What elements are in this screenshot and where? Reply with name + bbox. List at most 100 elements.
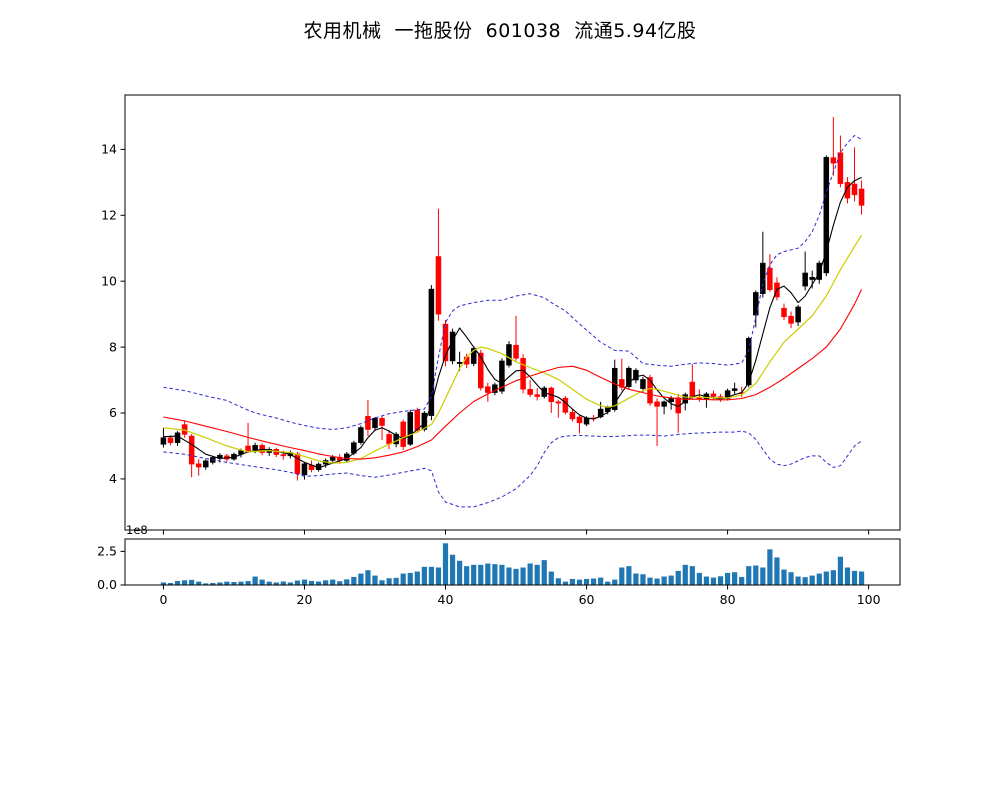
volume-bar xyxy=(647,577,653,585)
candle-body xyxy=(421,412,428,430)
candle-body xyxy=(654,401,660,407)
volume-bar xyxy=(781,569,787,585)
candle-body xyxy=(640,379,646,389)
candle-body xyxy=(788,315,794,324)
candle-body xyxy=(844,182,851,199)
candle-body xyxy=(816,262,823,280)
volume-bar xyxy=(393,577,399,585)
price-tick-label: 12 xyxy=(101,207,117,222)
volume-bar xyxy=(386,578,392,585)
volume-bar xyxy=(633,573,639,585)
volume-bar xyxy=(541,560,547,585)
candle-body xyxy=(252,445,258,451)
candle-body xyxy=(372,418,378,429)
candle-body xyxy=(520,358,526,390)
candle-body xyxy=(294,453,301,474)
volume-bar xyxy=(273,582,279,585)
candle-body xyxy=(492,384,498,393)
volume-bar xyxy=(400,573,406,585)
volume-bar xyxy=(323,580,329,585)
volume-bar xyxy=(788,572,794,585)
volume-bar xyxy=(471,564,477,585)
ma-mid-line xyxy=(163,234,863,464)
x-tick-label: 20 xyxy=(297,592,313,607)
volume-bar xyxy=(358,573,364,585)
volume-bar xyxy=(442,543,449,585)
volume-bar xyxy=(774,557,780,585)
volume-bar xyxy=(428,566,434,585)
volume-bar xyxy=(703,576,710,585)
candle-body xyxy=(513,344,519,359)
candle-body xyxy=(689,381,696,398)
x-tick-label: 60 xyxy=(579,592,595,607)
volume-bar xyxy=(675,570,681,585)
volume-bar xyxy=(555,578,561,585)
volume-bar xyxy=(231,582,237,585)
volume-bar xyxy=(562,581,568,585)
volume-bar xyxy=(167,582,174,585)
volume-bar xyxy=(280,581,286,585)
volume-bar xyxy=(795,576,801,585)
candle-body xyxy=(499,360,505,392)
candle-body xyxy=(562,397,569,413)
ma-fast-line xyxy=(163,176,862,469)
candle-body xyxy=(753,292,759,316)
candle-body xyxy=(188,435,195,465)
volume-bar xyxy=(753,565,759,585)
candle-body xyxy=(470,348,477,364)
volume-bar xyxy=(259,579,265,585)
volume-bar xyxy=(478,564,484,585)
volume-bar xyxy=(506,567,512,585)
volume-bar xyxy=(365,570,371,585)
candle-body xyxy=(386,434,392,445)
candle-body xyxy=(626,367,632,387)
candle-body xyxy=(478,352,484,389)
volume-scale-offset-label: 1e8 xyxy=(126,523,148,537)
candle-body xyxy=(167,437,174,443)
candle-body xyxy=(442,323,449,362)
x-tick-label: 0 xyxy=(159,592,167,607)
price-tick-label: 8 xyxy=(109,339,117,354)
volume-bar xyxy=(626,566,632,585)
volume-bar xyxy=(640,574,646,585)
x-tick-label: 40 xyxy=(438,592,454,607)
volume-bar xyxy=(682,564,688,585)
volume-bars-layer xyxy=(160,543,865,585)
volume-bar xyxy=(457,560,463,585)
x-tick-label: 80 xyxy=(720,592,736,607)
volume-bar xyxy=(315,581,322,585)
candle-body xyxy=(731,388,738,391)
volume-bar xyxy=(203,583,209,585)
volume-bar xyxy=(181,580,188,585)
volume-bar xyxy=(308,580,315,585)
candle-body xyxy=(795,306,801,323)
candle-body xyxy=(379,418,385,426)
volume-bar xyxy=(732,572,738,585)
candle-body xyxy=(506,344,512,366)
volume-bar xyxy=(760,567,766,585)
volume-bar xyxy=(689,566,695,585)
candle-body xyxy=(435,256,442,315)
volume-bar xyxy=(591,578,597,585)
volume-bar xyxy=(816,573,822,585)
volume-bar xyxy=(746,566,752,585)
candlesticks-layer xyxy=(160,117,865,481)
volume-bar xyxy=(266,581,272,585)
volume-bar xyxy=(598,577,604,585)
volume-bar xyxy=(252,576,258,585)
volume-bar xyxy=(830,570,836,585)
axes-frame xyxy=(124,538,901,586)
candle-body xyxy=(809,276,815,280)
volume-bar xyxy=(858,571,865,585)
candle-body xyxy=(583,417,590,425)
tick-layer: 4 6 8 10 12 14 0.0 2.5 0 20 40 60 80 100 1e8 xyxy=(97,142,880,607)
candle-body xyxy=(358,427,364,443)
volume-bar xyxy=(245,581,251,585)
volume-bar xyxy=(337,581,343,585)
volume-bar xyxy=(583,578,590,585)
candle-body xyxy=(830,157,837,164)
volume-bar xyxy=(485,563,491,585)
candle-body xyxy=(428,288,435,416)
price-tick-label: 14 xyxy=(101,142,117,157)
